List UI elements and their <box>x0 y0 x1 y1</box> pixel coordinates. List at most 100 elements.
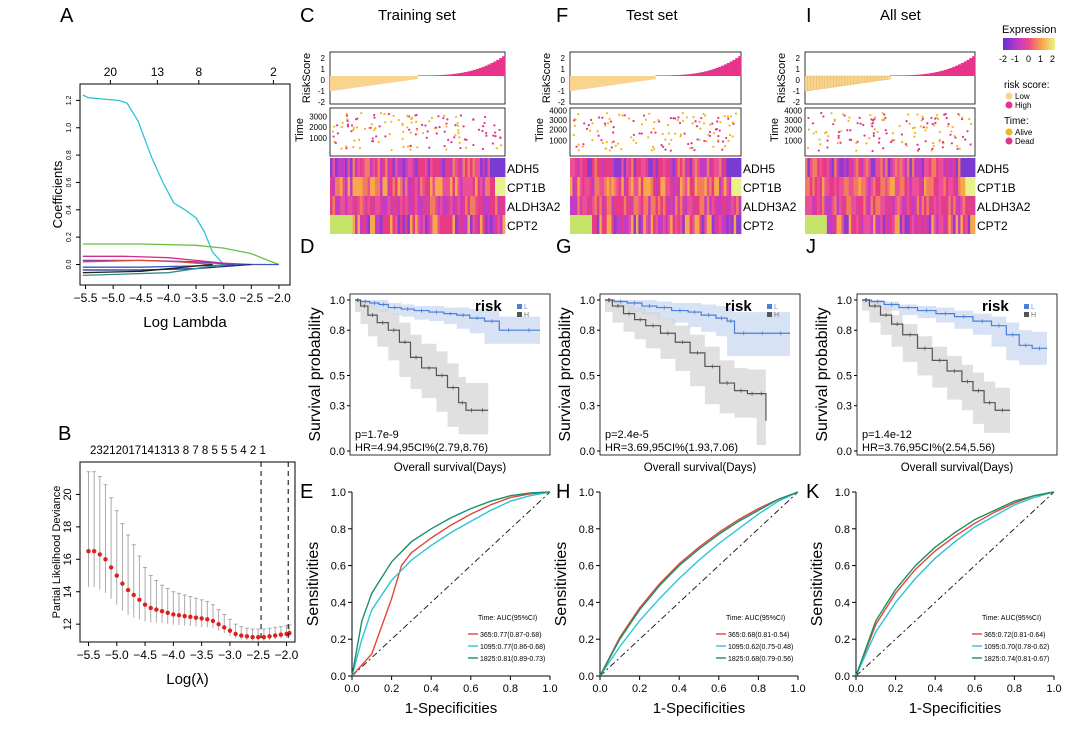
deviance-point <box>176 613 182 618</box>
heatmap-cell <box>480 158 483 177</box>
heatmap-cell <box>385 215 388 234</box>
heatmap-cell <box>342 196 346 215</box>
time-tick-label: 2000 <box>549 126 567 135</box>
heatmap-cell <box>382 215 386 234</box>
coef-line-magenta <box>82 255 252 266</box>
time-point <box>690 142 693 145</box>
heatmap-cell <box>357 196 361 215</box>
heatmap-cell <box>397 215 401 234</box>
x-axis-label: Overall survival(Days) <box>644 462 757 474</box>
heatmap-cell <box>482 215 486 234</box>
time-tick-label: 2000 <box>784 126 802 135</box>
heatmap-cell <box>911 215 915 234</box>
riskscore-bar <box>449 74 453 76</box>
panel-letter-h: H <box>556 481 570 503</box>
time-point <box>734 112 738 115</box>
heatmap-cell <box>894 177 898 196</box>
riskscore-bar <box>932 72 936 76</box>
time-point <box>408 128 411 131</box>
time-point <box>640 123 644 126</box>
y-tick-label: 0.0 <box>579 671 594 683</box>
heatmap-cell <box>485 215 488 234</box>
heatmap-cell <box>706 196 710 215</box>
time-point <box>874 116 877 119</box>
deviance-point <box>250 634 255 640</box>
heatmap-cell <box>587 215 590 234</box>
y-tick-label: 0.5 <box>330 371 345 383</box>
heatmap-cell <box>430 158 433 177</box>
riskscore-bar <box>938 71 942 76</box>
heatmap-cell <box>425 158 428 177</box>
heatmap-cell <box>972 158 976 177</box>
riskscore-bar <box>400 76 404 82</box>
heatmap-cell <box>970 158 973 177</box>
riskscore-tick-label: 0 <box>796 76 801 85</box>
time-point <box>464 146 468 149</box>
riskscore-tick-label: 1 <box>561 65 566 74</box>
heatmap-cell <box>417 158 421 177</box>
heatmap-cell <box>733 177 737 196</box>
heatmap-cell <box>594 177 598 196</box>
x-axis-label: Overall survival(Days) <box>901 462 1014 474</box>
time-point <box>383 113 386 116</box>
time-point <box>926 122 929 125</box>
time-point <box>406 145 410 148</box>
time-point <box>438 125 441 129</box>
heatmap-cell <box>435 158 438 177</box>
heatmap-cell <box>415 177 418 196</box>
x-tick-label: −4.5 <box>129 291 153 305</box>
riskscore-tick-label: 1 <box>321 65 326 74</box>
time-point <box>970 122 973 126</box>
heatmap-cell <box>933 196 937 215</box>
time-point <box>847 119 850 122</box>
riskscore-bar <box>592 76 596 88</box>
deviance-point <box>159 608 165 614</box>
y-axis-label: Partial Likelihood Deviance <box>51 486 63 619</box>
time-point <box>891 139 894 142</box>
time-point <box>605 112 608 115</box>
heatmap-cell <box>395 177 398 196</box>
heatmap-cell <box>805 215 808 234</box>
top-tick-label: 13 <box>151 65 165 79</box>
risk-high-swatch <box>1005 101 1013 109</box>
heatmap-cell <box>397 177 401 196</box>
time-point <box>869 114 872 117</box>
riskscore-bar <box>496 59 500 76</box>
riskscore-bar <box>810 75 814 91</box>
heatmap-cell <box>420 177 423 196</box>
time-point <box>818 138 821 141</box>
time-axis-label: Time <box>294 118 306 142</box>
heatmap-cell <box>638 215 642 234</box>
heatmap-cell <box>342 215 346 234</box>
heatmap-cell <box>342 158 346 177</box>
heatmap-cell <box>687 158 691 177</box>
km-legend-swatch-l <box>1024 304 1029 309</box>
risk-panel-test: 210-1-2RiskScore4000300020001000TimeADH5… <box>534 51 797 234</box>
heatmap-cell <box>392 196 396 215</box>
km-legend-title: risk <box>982 298 1009 315</box>
time-tick-label: 3000 <box>549 116 567 125</box>
heatmap-cell <box>894 196 898 215</box>
heatmap-cell <box>357 177 361 196</box>
heatmap-cell <box>824 215 828 234</box>
heatmap-cell <box>897 215 901 234</box>
km-legend-label-h: H <box>1031 312 1036 319</box>
heatmap-cell <box>704 196 708 215</box>
heatmap-cell <box>675 177 678 196</box>
time-point <box>334 141 337 144</box>
heatmap-cell <box>728 177 732 196</box>
heatmap-cell <box>616 158 620 177</box>
heatmap-cell <box>462 196 466 215</box>
heatmap-cell <box>938 177 942 196</box>
heatmap-cell <box>692 215 695 234</box>
roc-panel-k: 0.00.00.20.20.40.40.60.60.80.81.01.01-Sp… <box>809 487 1062 717</box>
heatmap-cell <box>425 215 428 234</box>
riskscore-bar <box>715 67 719 76</box>
riskscore-bar <box>612 76 616 85</box>
time-point <box>817 149 820 152</box>
heatmap-cell <box>907 177 910 196</box>
time-point <box>347 125 350 128</box>
time-point <box>841 113 845 116</box>
roc-legend-title: Time: AUC(95%CI) <box>726 615 785 622</box>
